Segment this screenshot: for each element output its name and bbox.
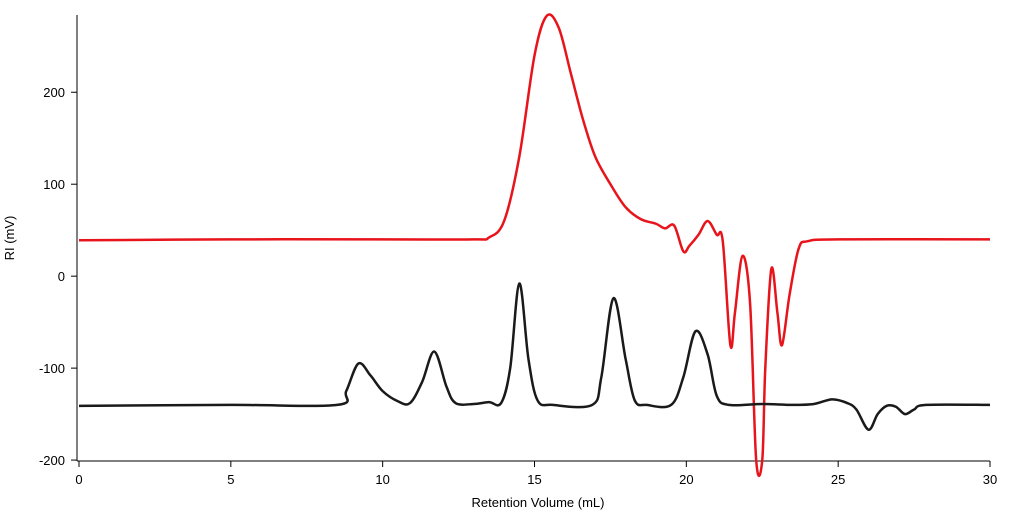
x-tick-label: 10 — [375, 472, 389, 487]
x-tick-label: 0 — [75, 472, 82, 487]
x-tick-label: 15 — [527, 472, 541, 487]
x-axis-label: Retention Volume (mL) — [472, 495, 605, 510]
y-tick-label: 0 — [58, 269, 65, 284]
x-tick-label: 30 — [983, 472, 997, 487]
y-tick-label: -100 — [39, 361, 65, 376]
y-axis-label: RI (mV) — [2, 216, 17, 261]
y-tick-label: 200 — [43, 85, 65, 100]
x-tick-label: 25 — [831, 472, 845, 487]
x-tick-label: 20 — [679, 472, 693, 487]
y-tick-label: -200 — [39, 453, 65, 468]
series-line — [78, 13, 991, 477]
y-tick-label: 100 — [43, 177, 65, 192]
x-tick-label: 5 — [227, 472, 234, 487]
series-line — [78, 282, 991, 431]
